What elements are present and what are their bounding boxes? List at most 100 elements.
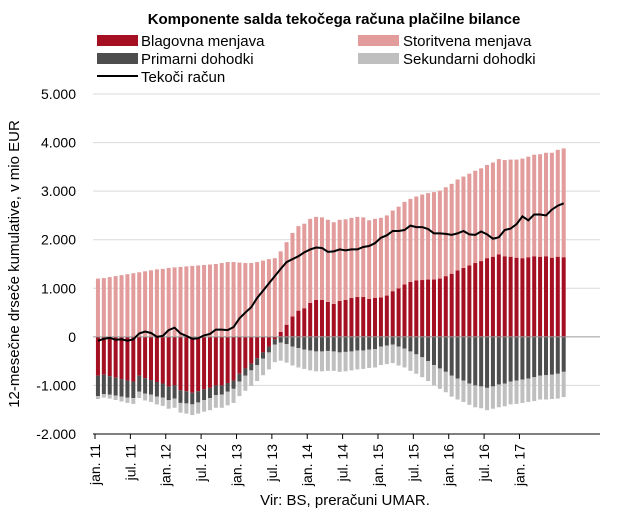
bar-segment <box>378 217 383 298</box>
bar-segment <box>243 368 248 376</box>
bar-segment <box>296 226 301 311</box>
bar-segment <box>207 398 212 411</box>
bar-segment <box>543 336 548 376</box>
x-tick-label: jan. 17 <box>511 444 527 487</box>
bar-segment <box>107 277 112 337</box>
bar-segment <box>431 365 436 386</box>
bar-segment <box>261 260 266 337</box>
x-tick-label: jan. 15 <box>370 444 386 487</box>
y-tick-label: -1.000 <box>36 377 76 393</box>
bar-segment <box>95 278 100 337</box>
bar-segment <box>249 370 254 386</box>
bar-segment <box>561 148 566 258</box>
bar-segment <box>325 336 330 351</box>
bar-segment <box>272 344 277 363</box>
bar-segment <box>314 216 319 300</box>
bar-segment <box>272 258 277 337</box>
bar-segment <box>526 336 531 379</box>
bar-segment <box>414 280 419 337</box>
bar-segment <box>95 396 100 400</box>
bar-segment <box>373 349 378 368</box>
bar-segment <box>202 400 207 412</box>
bar-segment <box>225 383 230 392</box>
bar-segment <box>402 348 407 368</box>
bar-segment <box>213 264 218 337</box>
bar-segment <box>384 215 389 296</box>
bar-segment <box>131 273 136 337</box>
bar-segment <box>414 196 419 281</box>
bar-segment <box>113 336 118 378</box>
bar-segment <box>390 291 395 337</box>
bar-segment <box>137 272 142 337</box>
bar-segment <box>373 218 378 298</box>
bar-segment <box>95 375 100 397</box>
y-tick-label: 3.000 <box>41 183 76 199</box>
bar-segment <box>384 345 389 365</box>
bar-segment <box>390 336 395 345</box>
legend-label-current-account: Tekoči račun <box>141 69 225 86</box>
bar-segment <box>278 251 283 332</box>
bar-segment <box>237 373 242 382</box>
bar-segment <box>437 368 442 389</box>
bar-segment <box>207 387 212 399</box>
bar-segment <box>331 222 336 304</box>
bar-segment <box>113 377 118 396</box>
bars <box>95 148 566 416</box>
bar-segment <box>361 217 366 298</box>
bar-segment <box>314 299 319 337</box>
bar-segment <box>549 257 554 337</box>
bar-segment <box>325 350 330 371</box>
bar-segment <box>213 395 218 408</box>
bar-segment <box>290 232 295 317</box>
chart-title: Komponente salda tekočega računa plačiln… <box>148 11 521 28</box>
bar-segment <box>308 302 313 337</box>
bar-segment <box>337 219 342 301</box>
bar-segment <box>207 336 212 388</box>
bar-segment <box>190 336 195 393</box>
bar-segment <box>514 380 519 404</box>
bar-segment <box>555 336 560 374</box>
bar-segment <box>149 270 154 337</box>
y-tick-label: 1.000 <box>41 280 76 296</box>
y-tick-label: 5.000 <box>41 86 76 102</box>
bar-segment <box>166 386 171 400</box>
bar-segment <box>343 299 348 337</box>
x-tick-label: jul. 14 <box>335 444 351 483</box>
bar-segment <box>249 363 254 371</box>
bar-segment <box>101 336 106 375</box>
legend-label-goods: Blagovna menjava <box>141 33 265 50</box>
bar-segment <box>101 374 106 395</box>
bar-segment <box>261 336 266 353</box>
bar-segment <box>431 336 436 366</box>
y-axis-ticks: -2.000 -1.000 0 1.000 2.000 3.000 4.000 5.000 <box>36 86 76 442</box>
bar-segment <box>402 284 407 337</box>
bar-segment <box>290 316 295 337</box>
bar-segment <box>526 156 531 258</box>
bar-segment <box>255 336 260 359</box>
bar-segment <box>467 173 472 266</box>
x-tick-label: jan. 11 <box>87 444 103 486</box>
bar-segment <box>396 346 401 366</box>
bar-segment <box>331 303 336 337</box>
bar-segment <box>302 349 307 369</box>
bar-segment <box>107 336 112 377</box>
bar-segment <box>555 256 560 337</box>
bar-segment <box>314 351 319 372</box>
bar-segment <box>184 391 189 404</box>
bar-segment <box>443 187 448 277</box>
bar-segment <box>308 218 313 303</box>
bar-segment <box>373 336 378 349</box>
bar-segment <box>396 206 401 289</box>
legend-label-services: Storitvena menjava <box>403 33 532 50</box>
y-tick-label: 4.000 <box>41 135 76 151</box>
x-tick-label: jul. 15 <box>405 444 421 483</box>
bar-segment <box>249 336 254 364</box>
bar-segment <box>190 265 195 337</box>
bar-segment <box>485 258 490 337</box>
bar-segment <box>496 336 501 385</box>
bar-segment <box>390 344 395 364</box>
bar-segment <box>532 377 537 401</box>
bar-segment <box>219 385 224 395</box>
legend-label-secondary: Sekundarni dohodki <box>403 51 536 68</box>
bar-segment <box>367 336 372 350</box>
